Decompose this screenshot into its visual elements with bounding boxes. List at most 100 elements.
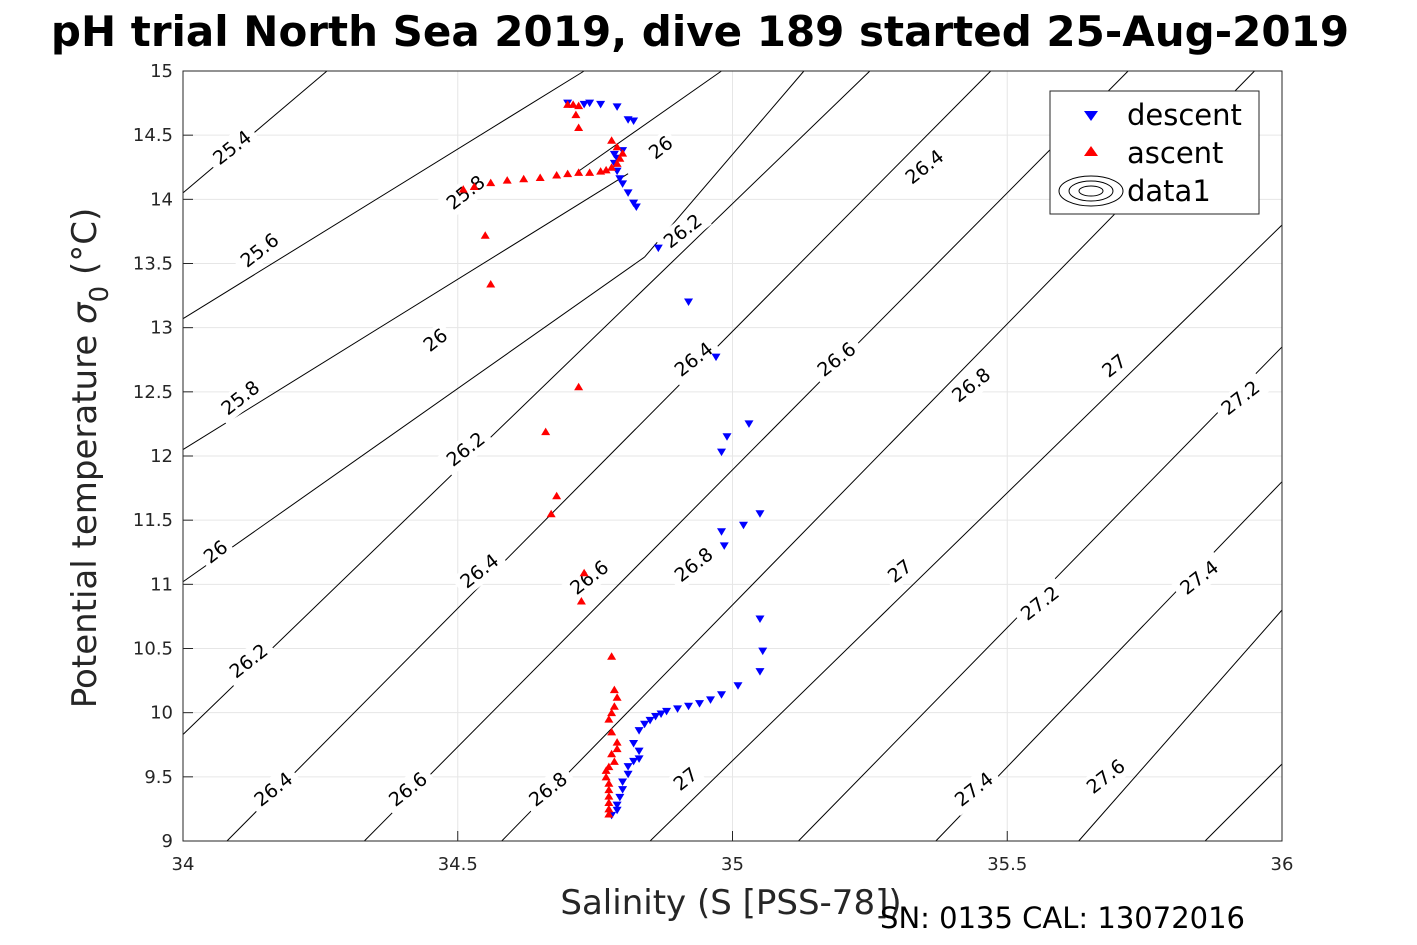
ascent-point (519, 174, 529, 183)
ascent-point (502, 176, 512, 184)
descent-point (738, 521, 748, 530)
legend-data1-label: data1 (1127, 174, 1211, 208)
density-contour-line (363, 70, 1129, 842)
y-tick-label: 11 (150, 574, 173, 595)
ascent-point (574, 123, 584, 131)
descent-point (645, 716, 655, 725)
x-tick-label: 36 (1271, 854, 1294, 875)
descent-point (717, 528, 727, 536)
legend-descent-marker (1084, 111, 1098, 121)
ascent-point (596, 167, 606, 175)
descent-point (579, 100, 589, 109)
contour-label-bg (195, 532, 236, 572)
y-label-unit: (°C) (65, 208, 105, 286)
contour-label-group: 26.6 (379, 763, 437, 816)
ascent-point (609, 702, 619, 710)
contour-label-bg (1170, 551, 1229, 604)
ascent-point (612, 159, 622, 167)
descent-point (629, 199, 639, 208)
descent-point (684, 702, 694, 711)
ascent-point (480, 231, 490, 239)
contour-label-bg (1212, 372, 1270, 425)
descent-point (684, 298, 694, 306)
ascent-point (458, 185, 468, 193)
y-axis-label: Potential temperature σ0 (°C) (65, 208, 115, 708)
ascent-point (607, 163, 617, 171)
contour-label-bg (665, 539, 723, 592)
contour-label-bg (641, 128, 682, 168)
ascent-point (604, 779, 614, 787)
y-tick-label: 14 (150, 189, 173, 210)
contour-label-bg (245, 763, 303, 816)
descent-point (629, 739, 639, 748)
density-contour-line (182, 256, 645, 583)
contour-label-bg (808, 333, 866, 386)
y-tick-label: 12.5 (133, 382, 173, 403)
ascent-point (615, 154, 625, 162)
y-label-sigma: σ (65, 301, 105, 324)
ascent-point (612, 142, 622, 151)
ascent-point (541, 427, 551, 436)
descent-point (662, 707, 672, 716)
ascent-point (552, 170, 562, 179)
y-label-main: Potential temperature (65, 324, 105, 708)
footer-serial-calibration: SN: 0135 CAL: 13072016 (880, 901, 1245, 935)
legend: descent ascent data1 (1049, 90, 1260, 215)
contour-label-bg (212, 372, 270, 425)
descent-point (629, 117, 639, 126)
contour-label-bg (1011, 577, 1069, 630)
y-tick-label: 13 (150, 318, 173, 339)
descent-point (612, 801, 622, 810)
x-axis-ticks: 34 34.5 35 35.5 36 (172, 831, 1294, 875)
contour-label-bg (437, 423, 495, 476)
density-contour-line (226, 70, 992, 842)
ascent-point (469, 182, 479, 190)
contour-label-bg (231, 224, 289, 277)
density-contour-line (578, 70, 722, 172)
ascent-point (612, 693, 622, 701)
ascent-point (574, 101, 584, 110)
descent-point (755, 668, 765, 676)
descent-point (733, 682, 743, 690)
density-contours (182, 70, 1283, 842)
descent-point (651, 713, 661, 721)
y-tick-label: 13.5 (133, 254, 173, 275)
x-tick-label: 35.5 (987, 854, 1027, 875)
contour-label-bg (654, 205, 712, 258)
legend-contour-icon (1058, 175, 1124, 207)
descent-point (744, 420, 754, 428)
ascent-point (571, 110, 581, 119)
descent-point (755, 615, 765, 623)
descent-point (629, 757, 639, 766)
contour-label-bg (880, 552, 921, 591)
descent-point (615, 175, 625, 183)
legend-ascent-marker (1084, 146, 1098, 156)
descent-point (623, 189, 633, 197)
descent-point (609, 150, 619, 159)
ascent-point (604, 798, 614, 806)
ascent-point (604, 804, 614, 813)
contour-label-bg (945, 763, 1003, 816)
ascent-point (486, 178, 496, 187)
ascent-point (574, 168, 584, 176)
contour-label-bg (437, 166, 495, 219)
ascent-point (604, 715, 614, 723)
ascent-point (612, 744, 622, 753)
y-axis-ticks: 9 9.5 10 10.5 11 11.5 12 12.5 13 13.5 14 14.5 15 (133, 61, 193, 852)
contour-label-bg (665, 760, 706, 799)
descent-point (656, 710, 666, 718)
y-tick-label: 11.5 (133, 510, 173, 531)
descent-point (615, 793, 625, 802)
descent-point (758, 647, 768, 656)
x-tick-label: 34.5 (438, 854, 478, 875)
y-tick-label: 10 (150, 703, 173, 724)
descent-point (623, 763, 633, 771)
contour-label-bg (220, 635, 278, 688)
contour-label-group: 27 (1094, 346, 1135, 386)
x-tick-label: 35 (721, 854, 744, 875)
ascent-point (604, 792, 614, 800)
descent-point (706, 696, 716, 704)
y-tick-label: 15 (150, 61, 173, 82)
contour-label-bg (560, 551, 619, 604)
